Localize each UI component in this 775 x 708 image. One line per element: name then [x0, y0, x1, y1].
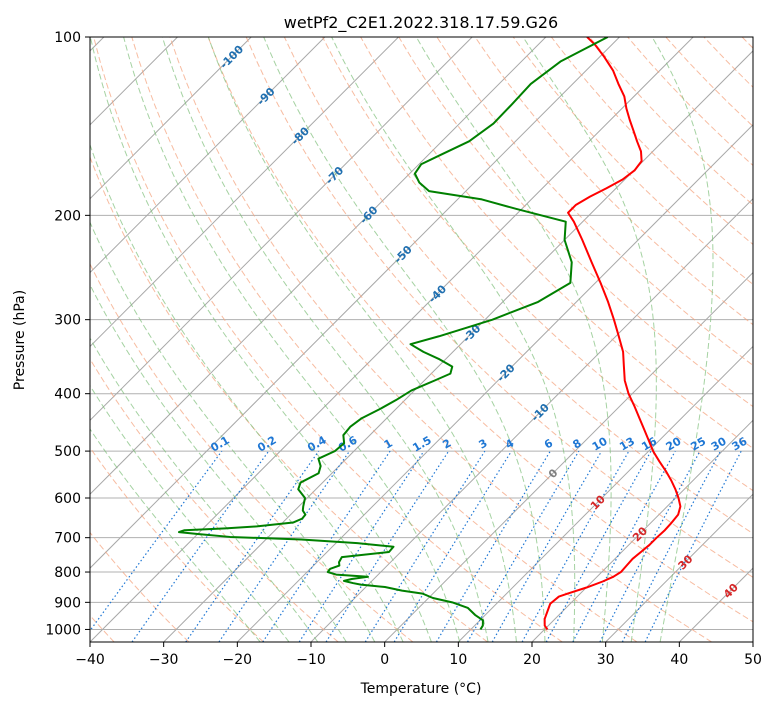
mixing-ratio-line — [545, 450, 652, 642]
dry-adiabat — [93, 37, 563, 642]
isotherm-line — [90, 37, 694, 642]
y-tick-label: 100 — [54, 30, 81, 46]
mixing-ratio-line — [131, 450, 270, 642]
moist-adiabat — [90, 337, 319, 642]
y-tick-label: 200 — [54, 208, 81, 224]
x-tick-label: 20 — [523, 652, 541, 668]
isotherm-line — [90, 37, 620, 569]
isotherm-line — [531, 419, 753, 642]
dry-adiabat — [474, 37, 753, 326]
x-tick-label: −40 — [75, 652, 105, 668]
y-tick-label: 1000 — [45, 622, 81, 638]
dry-adiabat — [90, 262, 414, 642]
moist-adiabat — [90, 221, 376, 642]
dry-adiabat — [90, 531, 190, 642]
moist-adiabat — [263, 37, 546, 642]
isotherm-line — [163, 50, 753, 642]
moist-adiabat — [207, 37, 517, 642]
x-tick-label: −20 — [223, 652, 253, 668]
x-tick-label: 0 — [380, 652, 389, 668]
moist-adiabat — [161, 37, 489, 642]
mixing-ratio-line — [262, 450, 391, 642]
x-tick-label: 10 — [449, 652, 467, 668]
dry-adiabat — [90, 446, 264, 642]
mixing-ratio-line — [90, 450, 223, 632]
y-tick-label: 400 — [54, 387, 81, 403]
y-tick-label: 600 — [54, 491, 81, 507]
y-tick-label: 800 — [54, 565, 81, 581]
mixing-ratio-line — [393, 450, 512, 642]
x-axis-label: Temperature (°C) — [360, 681, 482, 697]
dry-adiabat — [207, 37, 753, 623]
moist-adiabat — [123, 37, 461, 642]
moist-adiabat — [90, 384, 290, 642]
isotherm-line — [384, 271, 753, 642]
y-tick-label: 900 — [54, 595, 81, 611]
mixing-ratio-line — [185, 450, 320, 642]
isotherm-line — [90, 37, 473, 422]
isotherm-line — [90, 37, 252, 200]
moist-adiabat — [90, 143, 404, 642]
dry-adiabat — [360, 37, 753, 449]
chart-title: wetPf2_C2E1.2022.318.17.59.G26 — [284, 13, 558, 33]
x-tick-label: −10 — [296, 652, 326, 668]
mixing-ratio-line — [644, 450, 742, 642]
dry-adiabat — [90, 155, 488, 642]
y-tick-label: 300 — [54, 313, 81, 329]
mixing-ratio-line — [218, 450, 351, 642]
mixing-ratio-line — [521, 450, 630, 642]
dry-adiabat — [90, 358, 339, 642]
moist-adiabat — [90, 37, 432, 642]
mixing-ratio-line — [572, 450, 676, 642]
moist-adiabat — [90, 428, 261, 642]
moist-adiabat — [90, 283, 347, 642]
isotherm-line — [90, 37, 326, 274]
dry-adiabat — [169, 37, 713, 642]
plot-frame — [89, 36, 754, 643]
mixing-ratio-line — [298, 450, 425, 642]
dry-adiabat — [245, 37, 753, 578]
isotherm-line — [90, 37, 399, 348]
dry-adiabat — [283, 37, 753, 535]
x-tick-label: 30 — [597, 652, 615, 668]
y-axis: 100 200 300 400 500 600 700 800 900 1000 — [45, 30, 90, 638]
x-axis: −40 −30 −20 −10 0 10 20 30 40 50 — [75, 642, 762, 668]
dewpoint-line — [177, 37, 609, 630]
y-tick-label: 500 — [54, 444, 81, 460]
isotherm-line — [90, 37, 547, 495]
x-tick-label: 40 — [670, 652, 688, 668]
isotherm-line — [457, 345, 753, 642]
background-lines — [90, 37, 753, 642]
moist-adiabat — [651, 37, 714, 642]
moist-adiabat — [522, 37, 657, 642]
mixing-ratio-line — [325, 450, 450, 642]
y-axis-label: Pressure (hPa) — [12, 290, 28, 390]
moist-adiabat — [331, 37, 576, 642]
x-tick-label: 50 — [744, 652, 762, 668]
y-tick-label: 700 — [54, 531, 81, 547]
dry-adiabat — [512, 37, 753, 285]
temperature-line — [543, 37, 682, 631]
moist-adiabat — [415, 37, 612, 642]
profile-lines — [177, 37, 682, 631]
x-tick-label: −30 — [149, 652, 179, 668]
isotherm-line — [605, 493, 753, 642]
